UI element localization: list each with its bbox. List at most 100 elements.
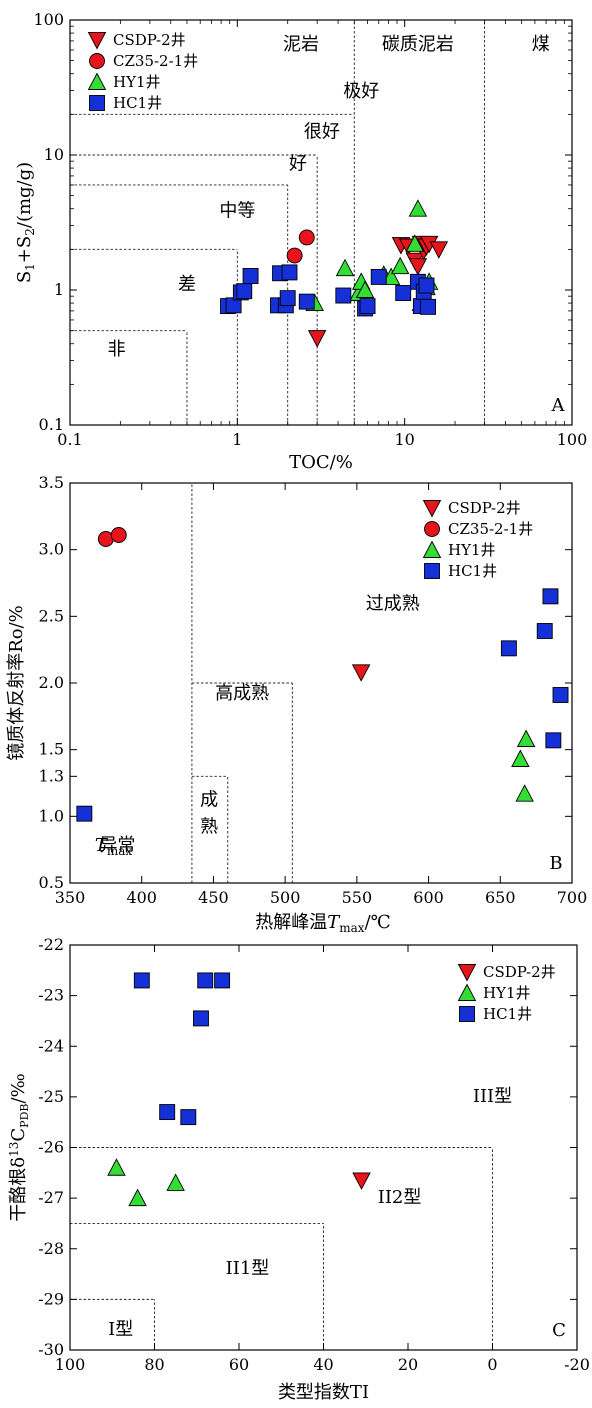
x-tick-label: 60: [229, 1355, 249, 1374]
legend-marker: [87, 72, 107, 90]
data-point: [511, 749, 530, 767]
y-axis-label: 干酪根δ13CPDB/‰: [7, 1073, 31, 1221]
legend: CSDP-2井 CZ35-2-1井 HY1井 HC1井: [422, 499, 533, 580]
region-label: 极好: [343, 81, 379, 102]
data-point: [110, 527, 127, 543]
x-tick-label: 450: [198, 888, 229, 907]
series-cz35: [97, 527, 127, 547]
y-tick-label: 3.5: [39, 473, 64, 492]
data-point: [335, 258, 355, 277]
data-point: [236, 283, 253, 300]
legend-marker: [459, 1006, 475, 1022]
legend-label: HC1井: [448, 562, 497, 580]
legend-marker: [89, 95, 105, 111]
x-tick-label: 100: [55, 1355, 86, 1374]
region-label: 很好: [304, 121, 340, 142]
data-point: [359, 298, 376, 315]
data-point: [395, 285, 412, 301]
data-point: [515, 784, 534, 802]
y-tick-label: 1.3: [39, 766, 64, 785]
x-axis-label: 类型指数TI: [278, 1382, 369, 1403]
series-hc1: [220, 264, 437, 317]
legend-marker: [424, 563, 440, 579]
data-point: [390, 256, 410, 275]
series-hy1: [511, 729, 536, 802]
data-point: [133, 972, 150, 989]
x-tick-label: 650: [485, 888, 516, 907]
y-tick-label: -26: [38, 1138, 64, 1157]
x-tick-label: 10: [394, 430, 414, 449]
region-label: 熟: [200, 816, 218, 837]
data-point: [355, 280, 375, 298]
legend-label: CSDP-2井: [448, 499, 521, 517]
y-tick-label: -23: [38, 986, 64, 1005]
panel-label: C: [552, 1320, 566, 1341]
region-label: III型: [473, 1086, 512, 1107]
x-tick-label: 550: [342, 888, 373, 907]
y-tick-label: -29: [38, 1289, 64, 1308]
data-point: [286, 247, 303, 264]
data-point: [180, 1109, 197, 1126]
legend-label: CZ35-2-1井: [113, 52, 198, 70]
series-hc1: [133, 972, 231, 1126]
x-tick-label: 20: [398, 1355, 418, 1374]
data-point: [381, 267, 401, 285]
region-label: 中等: [219, 201, 255, 222]
region-label: 非: [108, 339, 126, 360]
y-tick-label: -30: [38, 1340, 64, 1359]
x-tick-label: 400: [126, 888, 157, 907]
region-label: 煤: [532, 34, 550, 55]
y-axis-label: S1+S2/(mg/g): [14, 162, 37, 283]
x-axis-label: 热解峰温Tmax/℃: [255, 912, 391, 935]
legend-label: HY1井: [448, 541, 496, 559]
data-point: [536, 623, 553, 639]
plot-frame: [69, 19, 573, 426]
y-tick-label: -25: [38, 1087, 64, 1106]
panel-c: III型 II2型 II1型 I型 100 80 60 40 20 0 -20 -30 -29 -28 -2…: [7, 935, 590, 1403]
legend-label: CSDP-2井: [113, 31, 186, 49]
y-tick-label: 3.0: [39, 540, 64, 559]
data-point: [298, 229, 315, 246]
data-point: [545, 732, 562, 749]
x-tick-label: 600: [413, 888, 444, 907]
panel-label: A: [551, 395, 566, 416]
y-tick-label: -22: [38, 935, 64, 954]
legend-label: CZ35-2-1井: [448, 520, 533, 538]
data-point: [420, 298, 437, 315]
data-point: [351, 664, 371, 682]
data-point: [408, 199, 428, 217]
x-tick-label: 1: [232, 430, 242, 449]
data-point: [159, 1104, 176, 1121]
legend-marker: [422, 500, 442, 518]
series-hc1: [76, 588, 569, 822]
data-point: [128, 1188, 147, 1207]
series-csdp: [352, 1172, 371, 1190]
y-tick-label: 1.0: [39, 806, 64, 825]
x-axis-label: TOC/%: [289, 452, 353, 473]
y-tick-label: 1: [54, 280, 64, 299]
region-label: 碳质泥岩: [382, 34, 454, 55]
region-label-tmax: Tmax: [95, 835, 133, 858]
legend-marker: [457, 964, 477, 982]
region-label: I型: [108, 1319, 133, 1340]
x-tick-label: 0: [487, 1355, 497, 1374]
x-tick-label: 80: [144, 1355, 164, 1374]
region-label: 过成熟: [366, 594, 420, 615]
data-point: [242, 268, 259, 284]
y-tick-label: -28: [38, 1239, 64, 1258]
legend: CSDP-2井 CZ35-2-1井 HY1井 HC1井: [87, 31, 198, 112]
y-tick-label: 10: [44, 145, 64, 164]
data-point: [516, 729, 536, 747]
x-tick-label: -20: [564, 1355, 590, 1374]
data-point: [281, 264, 298, 281]
data-point: [370, 268, 387, 285]
legend-label: HY1井: [113, 73, 161, 91]
data-point: [542, 588, 559, 605]
y-tick-label: -27: [38, 1188, 64, 1207]
data-point: [418, 277, 435, 294]
legend-marker: [424, 521, 440, 537]
